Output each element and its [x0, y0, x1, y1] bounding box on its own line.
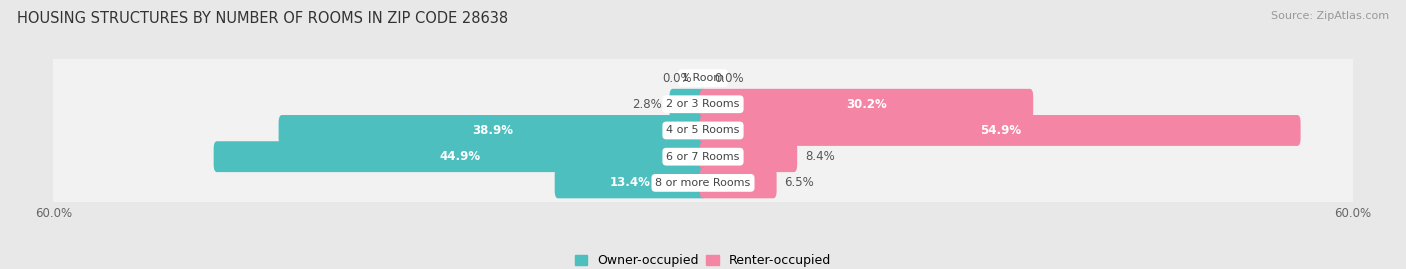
- Text: 2.8%: 2.8%: [633, 98, 662, 111]
- Legend: Owner-occupied, Renter-occupied: Owner-occupied, Renter-occupied: [572, 252, 834, 269]
- Text: 1 Room: 1 Room: [682, 73, 724, 83]
- Text: 0.0%: 0.0%: [714, 72, 744, 84]
- FancyBboxPatch shape: [700, 89, 1033, 120]
- FancyBboxPatch shape: [48, 160, 1358, 206]
- Text: 44.9%: 44.9%: [440, 150, 481, 163]
- FancyBboxPatch shape: [48, 55, 1358, 101]
- Text: 8.4%: 8.4%: [804, 150, 835, 163]
- Text: 2 or 3 Rooms: 2 or 3 Rooms: [666, 99, 740, 109]
- FancyBboxPatch shape: [48, 81, 1358, 127]
- Text: 6.5%: 6.5%: [785, 176, 814, 189]
- FancyBboxPatch shape: [214, 141, 706, 172]
- FancyBboxPatch shape: [555, 167, 706, 198]
- Text: 0.0%: 0.0%: [662, 72, 692, 84]
- FancyBboxPatch shape: [51, 55, 1358, 102]
- Text: 13.4%: 13.4%: [610, 176, 651, 189]
- FancyBboxPatch shape: [48, 134, 1358, 180]
- Text: 6 or 7 Rooms: 6 or 7 Rooms: [666, 152, 740, 162]
- FancyBboxPatch shape: [700, 141, 797, 172]
- FancyBboxPatch shape: [278, 115, 706, 146]
- Text: 54.9%: 54.9%: [980, 124, 1021, 137]
- Text: HOUSING STRUCTURES BY NUMBER OF ROOMS IN ZIP CODE 28638: HOUSING STRUCTURES BY NUMBER OF ROOMS IN…: [17, 11, 508, 26]
- FancyBboxPatch shape: [669, 89, 706, 120]
- Text: 30.2%: 30.2%: [846, 98, 887, 111]
- FancyBboxPatch shape: [51, 134, 1358, 180]
- FancyBboxPatch shape: [51, 81, 1358, 128]
- FancyBboxPatch shape: [51, 107, 1358, 154]
- FancyBboxPatch shape: [700, 167, 776, 198]
- Text: 38.9%: 38.9%: [472, 124, 513, 137]
- Text: Source: ZipAtlas.com: Source: ZipAtlas.com: [1271, 11, 1389, 21]
- FancyBboxPatch shape: [51, 160, 1358, 207]
- Text: 8 or more Rooms: 8 or more Rooms: [655, 178, 751, 188]
- FancyBboxPatch shape: [48, 107, 1358, 154]
- Text: 4 or 5 Rooms: 4 or 5 Rooms: [666, 125, 740, 136]
- FancyBboxPatch shape: [700, 115, 1301, 146]
